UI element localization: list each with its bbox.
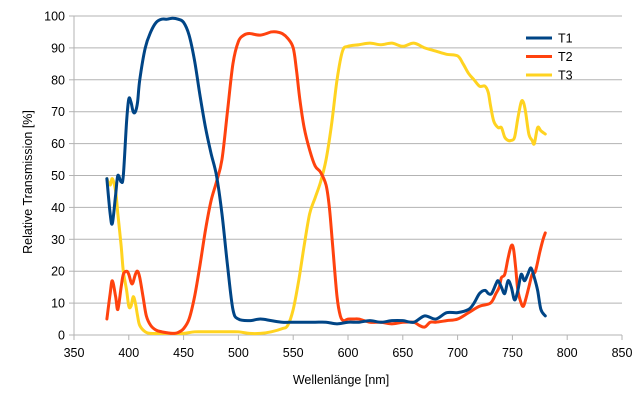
x-tick-label: 850 (612, 346, 633, 360)
y-tick-label: 0 (58, 329, 65, 343)
y-tick-label: 40 (51, 201, 65, 215)
gridlines (74, 15, 622, 304)
x-tick-label: 700 (447, 346, 468, 360)
x-tick-label: 550 (283, 346, 304, 360)
x-tick-label: 450 (173, 346, 194, 360)
legend-label-t2: T2 (558, 50, 573, 64)
x-tick-label: 650 (392, 346, 413, 360)
legend-label-t1: T1 (558, 32, 573, 46)
x-tick-label: 500 (228, 346, 249, 360)
axes (69, 15, 623, 340)
x-tick-label: 400 (118, 346, 139, 360)
x-tick-label: 350 (64, 346, 85, 360)
y-axis-title: Relative Transmission [%] (21, 110, 35, 254)
y-tick-label: 10 (51, 297, 65, 311)
legend: T1 T2 T3 (526, 32, 573, 83)
series-lines (105, 16, 547, 336)
y-tick-label: 30 (51, 233, 65, 247)
y-tick-label: 20 (51, 265, 65, 279)
series-line-t2 (105, 30, 547, 335)
series-line-t1 (105, 16, 547, 326)
y-tick-label: 90 (51, 41, 65, 55)
x-axis-title: Wellenlänge [nm] (293, 373, 389, 387)
y-tick-label: 70 (51, 105, 65, 119)
legend-label-t3: T3 (558, 69, 573, 83)
series-line-t3 (105, 41, 547, 336)
x-tick-label: 750 (502, 346, 523, 360)
tick-labels: 0 10 20 30 40 50 60 70 80 90 100 350 400 450 500 550 600… (44, 10, 632, 361)
y-tick-label: 100 (44, 10, 65, 24)
x-tick-label: 600 (338, 346, 359, 360)
y-tick-label: 50 (51, 169, 65, 183)
y-tick-label: 80 (51, 73, 65, 87)
y-tick-label: 60 (51, 137, 65, 151)
x-tick-label: 800 (557, 346, 578, 360)
